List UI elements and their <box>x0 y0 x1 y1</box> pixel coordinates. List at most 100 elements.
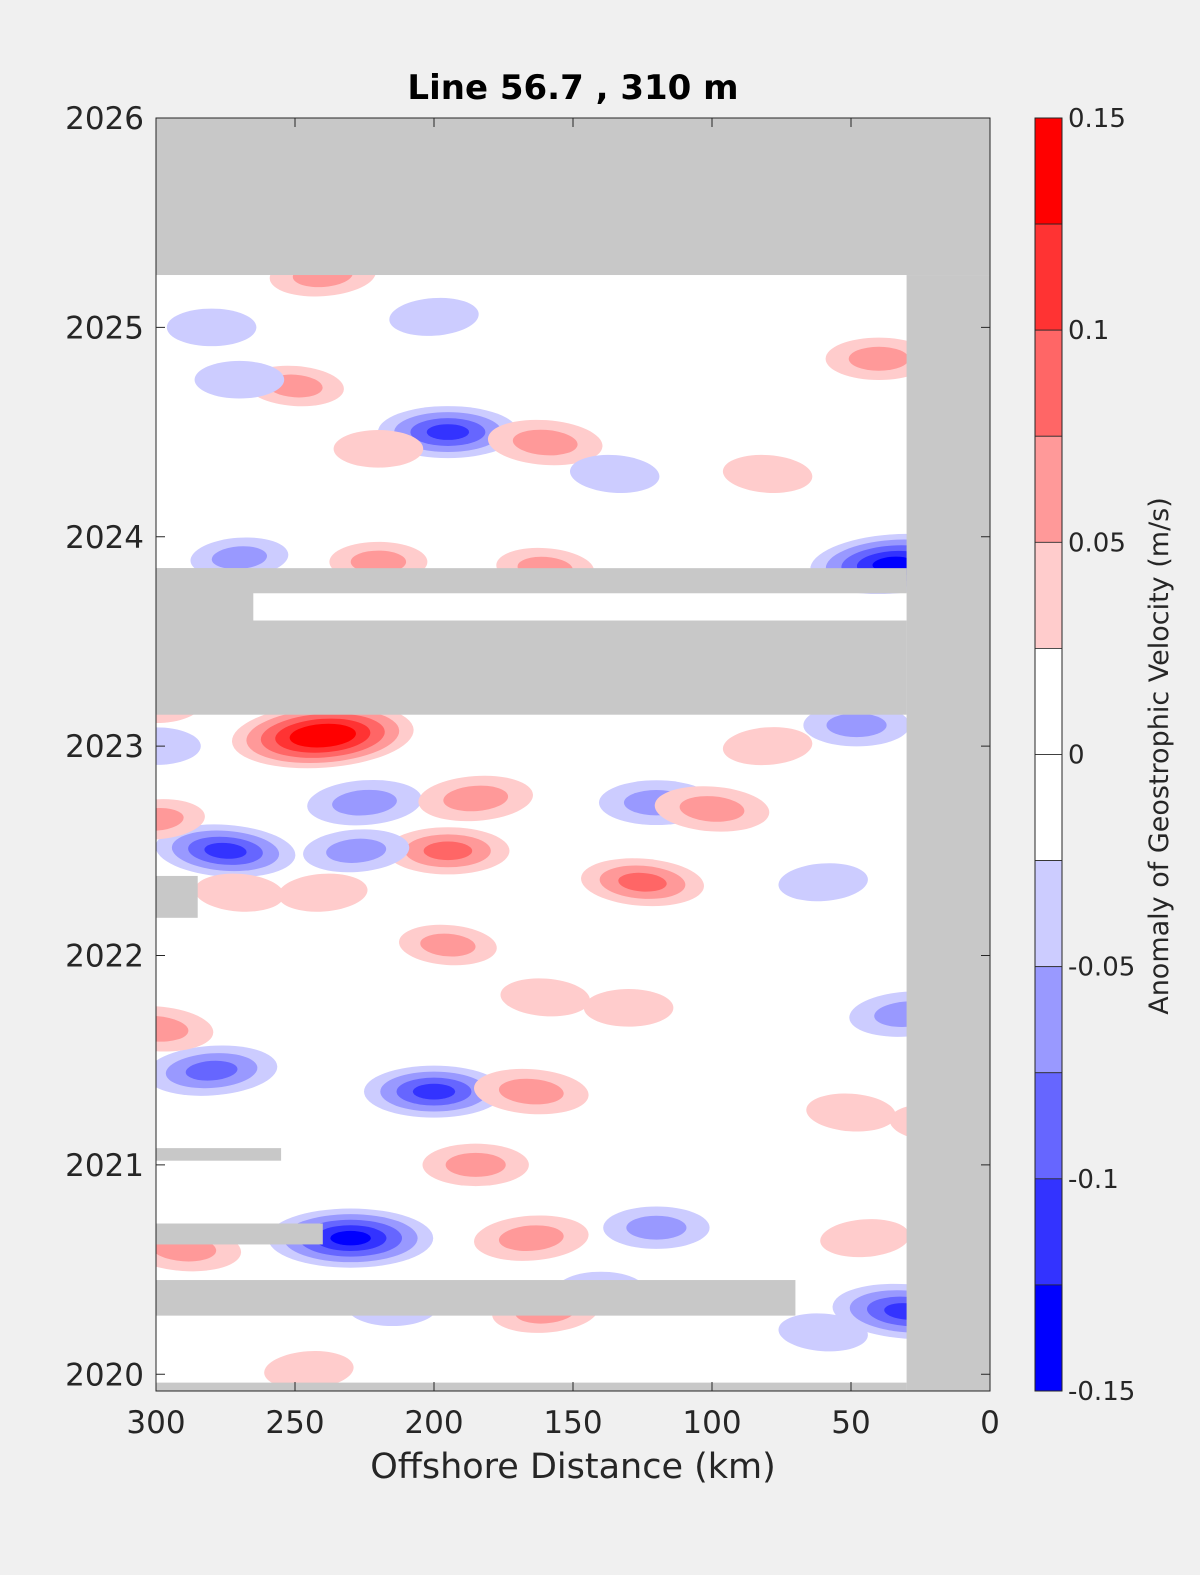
contour-level <box>332 789 397 816</box>
colorbar-swatch <box>1034 1284 1063 1392</box>
anomaly-blob <box>500 978 590 1017</box>
no-data-region <box>156 620 907 715</box>
anomaly-blob <box>386 827 510 875</box>
contour-level <box>820 1219 910 1258</box>
contour-level <box>679 796 745 822</box>
no-data-region <box>156 1280 796 1316</box>
anomaly-blob <box>264 1351 354 1390</box>
contour-level <box>389 297 479 336</box>
anomaly-blob <box>581 858 704 907</box>
colorbar-tick-label: -0.15 <box>1068 1377 1135 1407</box>
x-axis: 300 250 200 150 100 50 0 <box>126 118 1000 1441</box>
anomaly-blob <box>398 924 497 966</box>
anomaly-blob <box>422 1143 529 1187</box>
no-data-region <box>156 1148 282 1161</box>
colorbar: 0.15 0.1 0.05 0 -0.05 -0.1 -0.15 <box>1034 104 1135 1407</box>
anomaly-blob <box>333 430 424 468</box>
contour-level <box>304 728 342 743</box>
anomaly-blob <box>778 863 868 902</box>
chart-title: Line 56.7 , 310 m <box>407 68 738 108</box>
colorbar-tick-label: 0.05 <box>1068 528 1126 558</box>
contour-level <box>350 550 407 574</box>
anomaly-blob <box>166 308 257 347</box>
anomaly-blob <box>231 703 414 769</box>
x-tick-label: 200 <box>404 1405 463 1441</box>
colorbar-swatch <box>1034 223 1063 331</box>
contour-level <box>156 799 205 840</box>
anomaly-blob <box>806 1093 896 1132</box>
colorbar-tick-label: 0.15 <box>1068 104 1126 134</box>
x-tick-label: 250 <box>265 1405 324 1441</box>
anomaly-blob <box>303 829 410 873</box>
anomaly-blob <box>778 1313 868 1352</box>
colorbar-swatch <box>1034 1072 1063 1180</box>
contour-level <box>826 713 887 738</box>
y-tick-label: 2025 <box>65 310 144 346</box>
anomaly-blob <box>654 786 770 832</box>
colorbar-swatch <box>1034 329 1063 437</box>
contour-level <box>778 863 868 902</box>
anomaly-blob <box>190 537 289 578</box>
contour-level <box>423 841 473 861</box>
contour-level <box>443 785 509 812</box>
anomaly-blob <box>364 1065 504 1118</box>
contour-level <box>156 1015 189 1042</box>
contour-level <box>445 1152 506 1177</box>
colorbar-swatch <box>1034 117 1063 225</box>
plot-area <box>155 117 991 1392</box>
colorbar-swatch <box>1034 648 1063 755</box>
contour-level <box>569 454 660 493</box>
anomaly-blob <box>156 1045 278 1096</box>
contour-level <box>498 1225 564 1251</box>
anomaly-blob <box>156 727 201 765</box>
no-data-region <box>156 1382 907 1391</box>
no-data-region <box>156 118 990 276</box>
contour-level <box>333 430 424 468</box>
contour-level <box>500 978 590 1017</box>
no-data-region <box>156 1223 323 1245</box>
colorbar-swatch <box>1034 541 1063 649</box>
contour-level <box>626 1215 687 1240</box>
contour-level <box>722 727 813 766</box>
colorbar-tick-label: 0.1 <box>1068 316 1109 346</box>
no-data-region <box>156 568 254 621</box>
anomaly-blob <box>722 727 813 766</box>
contour-level <box>778 1313 868 1352</box>
anomaly-blob <box>418 775 533 822</box>
contour-level <box>618 872 667 892</box>
anomaly-blob <box>474 1068 589 1115</box>
colorbar-swatch <box>1034 754 1063 861</box>
colorbar-tick-label: -0.05 <box>1068 953 1135 983</box>
contour-level <box>326 838 387 863</box>
anomaly-blob <box>603 1206 710 1249</box>
no-data-region <box>906 275 990 1391</box>
contour-level <box>583 989 674 1027</box>
x-axis-label: Offshore Distance (km) <box>370 1447 776 1487</box>
colorbar-swatch <box>1034 860 1063 968</box>
colorbar-frame <box>1034 117 1063 1392</box>
x-tick-label: 100 <box>682 1405 741 1441</box>
contour-level <box>420 933 476 957</box>
anomaly-blob <box>474 1215 589 1261</box>
colorbar-tick-label: 0 <box>1068 741 1085 771</box>
contour-level <box>498 1078 564 1105</box>
contour-level <box>512 429 578 456</box>
contour-level <box>426 424 470 440</box>
anomaly-blob <box>569 454 660 493</box>
contour-level <box>204 842 247 859</box>
colorbar-swatch <box>1034 966 1063 1074</box>
contour-level <box>166 308 257 347</box>
y-tick-label: 2021 <box>65 1148 144 1184</box>
anomaly-blob <box>820 1219 910 1258</box>
y-tick-label: 2026 <box>65 101 144 137</box>
anomaly-blob <box>156 824 296 878</box>
anomaly-blob <box>278 873 368 912</box>
contour-level <box>872 556 913 572</box>
anomaly-blob <box>268 1208 434 1268</box>
x-tick-label: 50 <box>831 1405 870 1441</box>
contour-level <box>848 346 909 371</box>
y-tick-label: 2023 <box>65 729 144 765</box>
no-data-region <box>156 875 198 918</box>
contour-level <box>412 1083 456 1100</box>
